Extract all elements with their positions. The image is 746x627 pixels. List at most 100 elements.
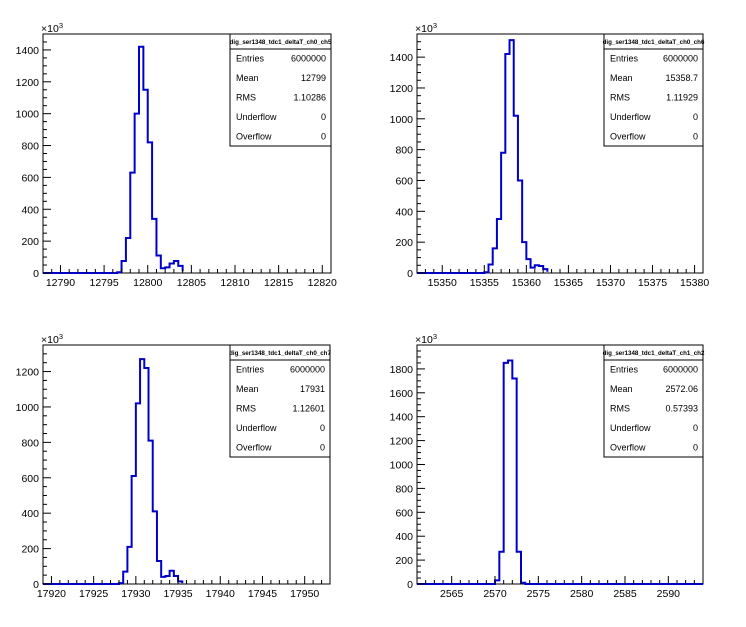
histogram-panel-2: 15350 15355 15360 15365 15370 15375 15380 0 200 4… [390,21,710,289]
y-tick-label: 0 [407,268,413,280]
histogram-bin [543,269,547,273]
stats-value: 0 [321,131,326,141]
y-tick-label: 800 [21,437,39,449]
stats-label: Overflow [610,131,646,141]
histogram-bin [505,54,509,273]
stats-box-title: dig_ser1348_tdc1_deltaT_ch1_ch2 [603,350,705,357]
x-tick-label: 12805 [177,277,206,289]
y-exponent-power: 3 [59,332,63,341]
y-tick-label: 600 [21,172,39,184]
histogram-bin [144,368,148,584]
y-tick-label: 1000 [390,460,414,472]
histogram-bin [161,268,165,273]
stats-box-frame [229,344,331,458]
histogram-bin [497,219,501,273]
stats-label: Entries [236,54,265,64]
x-tick-label: 12810 [220,277,249,289]
histogram-bin [135,114,139,273]
y-exponent-base: ×10 [415,23,433,35]
stats-label: Entries [610,54,639,64]
stats-value: 6000000 [663,365,698,375]
histogram-bin [174,576,178,584]
stats-value: 6000000 [290,365,325,375]
y-tick-label: 200 [21,236,39,248]
histogram-bin [522,242,526,273]
stats-box-title: dig_ser1348_tdc1_deltaT_ch0_ch7 [229,350,331,357]
x-tick-label: 12790 [46,277,75,289]
stats-label: Entries [236,365,265,375]
stats-value: 12799 [301,73,326,83]
histogram-bin [178,266,182,273]
histogram-bin [510,40,514,273]
y-tick-label: 600 [395,507,413,519]
histogram-bin [504,363,508,584]
histogram-series-line [417,359,703,585]
stats-box-title: dig_ser1348_tdc1_deltaT_ch0_ch6 [603,39,705,46]
y-tick-label: 1200 [16,367,40,379]
x-tick-label: 15370 [596,277,625,289]
stats-value: 0.57393 [665,404,698,414]
stats-value: 0 [321,112,326,122]
x-tick-label: 17920 [37,588,66,600]
stats-label: RMS [236,93,256,103]
histogram-bin [170,263,174,273]
stats-value: 2572.06 [665,384,698,394]
y-tick-label: 1200 [390,83,414,95]
stats-label: Overflow [236,442,272,452]
y-tick-label: 400 [21,204,39,216]
stats-label: Mean [610,73,633,83]
histogram-bin [512,378,516,584]
stats-value: 0 [693,131,698,141]
histogram-panel-4: 2565 2570 2575 2580 2585 2590 0 200 400 600 800 100… [390,332,705,600]
stats-value: 1.12601 [292,404,325,414]
y-tick-label: 200 [395,555,413,567]
x-tick-label: 2580 [570,588,594,600]
y-tick-label: 1600 [390,388,414,400]
stats-value: 1.11929 [666,93,698,103]
y-tick-label: 1000 [390,114,414,126]
y-exponent-label: ×103 [41,332,63,346]
y-exponent-power: 3 [433,21,437,30]
histogram-bin [495,580,499,584]
stats-box: dig_ser1348_tdc1_deltaT_ch0_ch5 Entries 60… [229,33,332,147]
histogram-bin [501,153,505,273]
histogram-bin [484,272,488,273]
histogram-bin [499,552,503,584]
y-tick-label: 400 [21,508,39,520]
stats-box: dig_ser1348_tdc1_deltaT_ch1_ch2 Entries 60… [603,344,705,458]
x-tick-label: 2590 [657,588,681,600]
x-tick-label: 12815 [264,277,293,289]
y-tick-label: 0 [33,579,39,591]
histogram-bin [539,266,543,273]
stats-label: Entries [610,365,639,375]
histogram-series-line [43,358,184,585]
histogram-bin [132,476,136,584]
histogram-bin [508,361,512,584]
x-tick-label: 17925 [79,588,108,600]
histogram-bin [119,583,123,584]
histogram-bin [143,90,147,273]
stats-value: 17931 [300,384,325,394]
histogram-bin [517,552,521,584]
histogram-bin [123,572,127,584]
x-tick-label: 17930 [121,588,150,600]
y-exponent-power: 3 [433,332,437,341]
stats-box-title: dig_ser1348_tdc1_deltaT_ch0_ch5 [230,39,332,46]
stats-box: dig_ser1348_tdc1_deltaT_ch0_ch6 Entries 60… [603,33,705,147]
histogram-bin [126,238,130,273]
y-tick-label: 600 [21,473,39,485]
histogram-bin [161,577,165,584]
stats-box-frame [603,33,704,147]
y-tick-label: 0 [33,268,39,280]
stats-value: 0 [693,442,698,452]
y-tick-label: 400 [395,206,413,218]
histogram-series-line [417,39,549,274]
x-tick-label: 17935 [163,588,192,600]
histogram-bin [157,561,161,584]
x-tick-label: 12800 [133,277,162,289]
histogram-bin [165,267,169,273]
stats-value: 6000000 [663,54,698,64]
y-exponent-base: ×10 [41,334,59,346]
